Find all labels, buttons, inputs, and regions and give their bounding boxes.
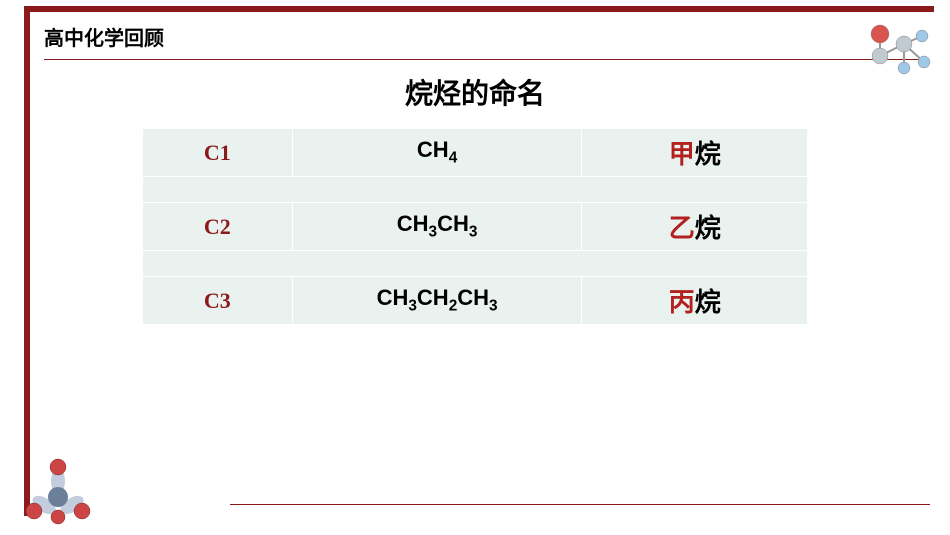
alkane-name: 丙烷 [582, 277, 808, 325]
molecule-icon-top [862, 20, 934, 82]
formula: CH4 [292, 129, 582, 177]
alkane-name: 乙烷 [582, 203, 808, 251]
page-title: 烷烃的命名 [0, 72, 950, 112]
table-row: C2CH3CH3乙烷 [143, 203, 808, 251]
formula: CH3CH3 [292, 203, 582, 251]
spacer-row [143, 177, 808, 203]
molecule-icon-bottom [20, 455, 96, 525]
header-label: 高中化学回顾 [44, 22, 924, 57]
carbon-count: C1 [143, 129, 293, 177]
top-border [24, 6, 934, 12]
table: C1CH4甲烷 C2CH3CH3乙烷 C3CH3CH2CH3丙烷 [142, 128, 808, 325]
table-row: C1CH4甲烷 [143, 129, 808, 177]
formula: CH3CH2CH3 [292, 277, 582, 325]
header-underline [44, 59, 924, 60]
bottom-rule [230, 504, 930, 505]
spacer-row [143, 251, 808, 277]
alkane-table: C1CH4甲烷 C2CH3CH3乙烷 C3CH3CH2CH3丙烷 [142, 128, 808, 325]
header-section: 高中化学回顾 [44, 22, 924, 60]
table-row: C3CH3CH2CH3丙烷 [143, 277, 808, 325]
carbon-count: C2 [143, 203, 293, 251]
alkane-name: 甲烷 [582, 129, 808, 177]
carbon-count: C3 [143, 277, 293, 325]
